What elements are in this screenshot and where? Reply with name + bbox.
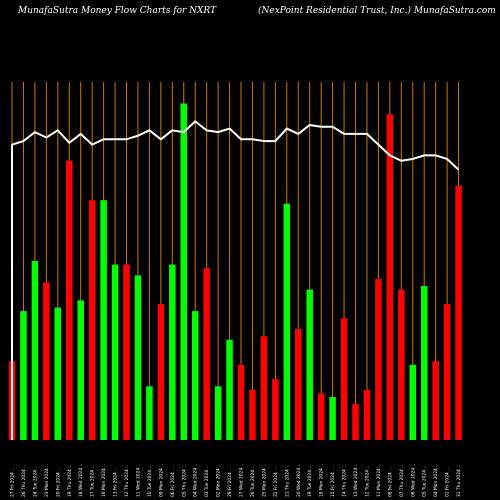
money-flow-bar (203, 268, 210, 440)
x-tick-label: 11 Mon 2024 .. (376, 464, 382, 497)
x-tick-label: 02 Mon 2024 .. (216, 464, 222, 497)
x-tick-label: 18 Mon 2024 .. (319, 464, 325, 497)
money-flow-bar (88, 200, 96, 440)
x-tick-label: 26 Thu 2024 .. (21, 465, 27, 497)
x-tick-label: 04 Mon 2024 .. (433, 464, 439, 497)
money-flow-bar (54, 307, 62, 440)
x-tick-label: 09 Mon 2024 .. (158, 464, 164, 497)
money-flow-bar (317, 393, 325, 440)
money-flow-bar (123, 264, 130, 440)
x-tick-label: 15 Fri 2024 .. (330, 468, 336, 497)
x-tick-label: 12 Tue 2024 .. (364, 466, 370, 497)
money-flow-bar (180, 103, 187, 440)
money-flow-bar (111, 264, 119, 440)
money-flow-bar (455, 185, 462, 440)
money-flow-bar (443, 303, 451, 440)
x-tick-label: 08 Fri 2024 .. (387, 468, 393, 497)
x-tick-label: 14 Thu 2024 .. (342, 465, 348, 497)
x-tick-label: 27 Wed 2024 .. (239, 464, 245, 497)
x-tick-label: 13 Wed 2024 .. (353, 464, 359, 497)
x-tick-label: 01 Fri 2024 .. (445, 468, 451, 497)
x-tick-label: 16 Mon 2024 .. (101, 464, 107, 497)
price-line-group (11, 120, 460, 440)
x-tick-label: 10 Tue 2024 .. (147, 466, 153, 497)
money-flow-bar (237, 364, 245, 440)
money-flow-bar (409, 364, 416, 440)
money-flow-bar (191, 311, 199, 440)
x-tick-label: 12 Thu 2024 .. (124, 465, 130, 497)
x-tick-label: 31 Thu 2024 .. (456, 465, 462, 497)
money-flow-bars (8, 103, 462, 440)
x-tick-label: 04 Wed 2024 .. (193, 464, 199, 497)
x-tick-label: 20 Fri 2024 .. (55, 468, 61, 497)
money-flow-bar (77, 300, 84, 440)
x-tick-label: 22 Fri 2024 .. (273, 468, 279, 497)
money-flow-bar (386, 114, 394, 440)
money-flow-bar (329, 397, 336, 440)
x-tick-label: 19 Thu 2024 .. (67, 465, 73, 497)
money-flow-bar (363, 389, 371, 440)
money-flow-bar (272, 379, 279, 440)
x-tick-label: 03 Tue 2024 .. (204, 466, 210, 497)
money-flow-bar (146, 386, 153, 440)
money-flow-bar (249, 389, 256, 440)
x-tick-label: 23 Mon 2024 .. (44, 464, 50, 497)
x-tick-label: 05 Tue 2024 .. (422, 466, 428, 497)
money-flow-bar (157, 303, 165, 440)
x-tick-label: 26 Tue 2024 .. (250, 466, 256, 497)
money-flow-bar (134, 275, 142, 440)
x-tick-label: 18 Wed 2024 .. (78, 464, 84, 497)
money-flow-bar (43, 282, 50, 440)
money-flow-bar (20, 311, 27, 440)
money-flow-bar (420, 286, 428, 440)
money-flow-bar (214, 386, 222, 440)
x-tick-label: 11 Wed 2024 .. (135, 464, 141, 497)
x-tick-label: 20 Wed 2024 .. (296, 464, 302, 497)
chart-title: MunafaSutra Money Flow Charts for NXRT (18, 6, 217, 16)
money-flow-bar (169, 264, 176, 440)
x-tick-label: 29 Fri 2024 .. (227, 468, 233, 497)
x-tick-label: 13 Fri 2024 .. (113, 468, 119, 497)
money-flow-bar (295, 329, 302, 440)
x-tick-label: 05 Thu 2024 .. (181, 465, 187, 497)
x-tick-label: 21 Thu 2024 .. (284, 465, 290, 497)
money-flow-bar (398, 289, 405, 440)
money-flow-bar (260, 336, 268, 440)
money-flow-bar (375, 278, 382, 440)
money-flow-bar (432, 361, 439, 440)
x-tick-label: 27 Fri 2024 .. (10, 468, 16, 497)
money-flow-bar (352, 404, 359, 440)
x-tick-label: 06 Fri 2024 .. (170, 468, 176, 497)
chart-subtitle: (NexPoint Residential Trust, Inc.) Munaf… (258, 6, 496, 16)
money-flow-bar (31, 261, 39, 440)
x-tick-label: 25 Mon 2024 .. (261, 464, 267, 497)
money-flow-bar (283, 203, 291, 440)
x-tick-label: 07 Thu 2024 .. (399, 465, 405, 497)
money-flow-bar (66, 160, 73, 440)
money-flow-bar (306, 289, 313, 440)
x-axis-tick-labels: 27 Fri 2024 .. 26 Thu 2024 .. 24 Tue 2024 … (10, 464, 463, 497)
x-tick-label: 24 Tue 2024 .. (32, 466, 38, 497)
money-flow-bar (226, 339, 233, 440)
price-line (11, 120, 460, 440)
x-tick-label: 19 Tue 2024 .. (307, 466, 313, 497)
x-tick-label: 06 Wed 2024 .. (410, 464, 416, 497)
money-flow-bar (340, 318, 348, 440)
money-flow-bar (100, 200, 107, 440)
x-tick-label: 17 Tue 2024 .. (90, 466, 96, 497)
